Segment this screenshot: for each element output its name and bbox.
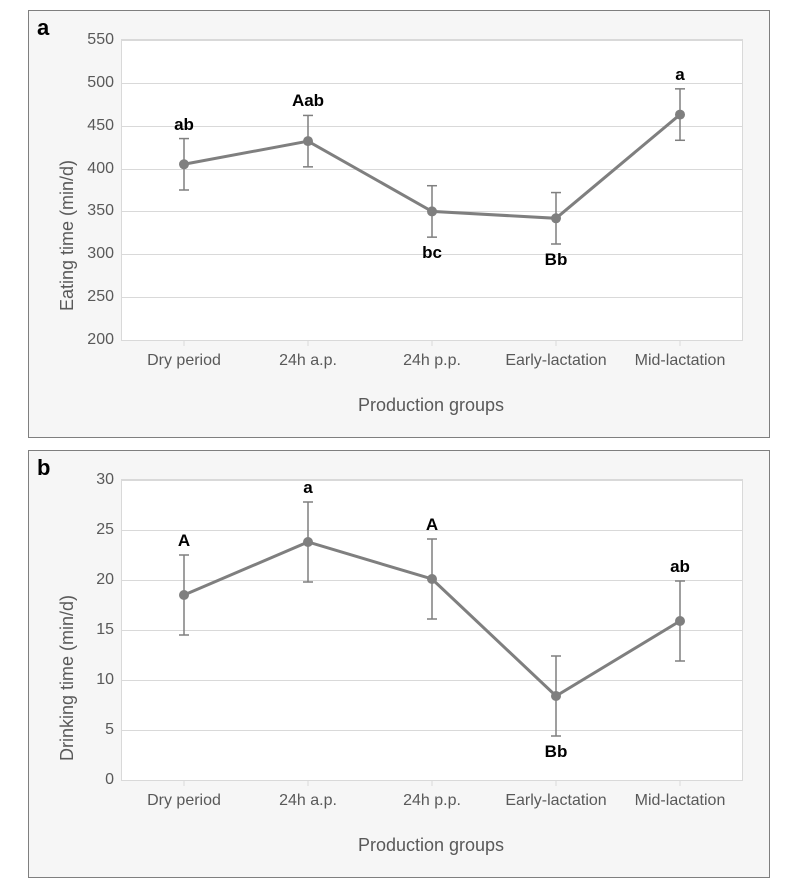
xtick-label: Dry period <box>147 352 221 370</box>
xtick-mark <box>556 780 557 786</box>
data-marker <box>179 159 189 169</box>
xtick-label: Early-lactation <box>505 352 606 370</box>
point-label: Bb <box>545 742 568 762</box>
point-label: a <box>303 478 312 498</box>
ytick-label: 5 <box>78 721 114 739</box>
point-label: ab <box>174 115 194 135</box>
xtick-label: 24h a.p. <box>279 792 337 810</box>
xtick-mark <box>308 340 309 346</box>
panel-a-label: a <box>37 15 49 41</box>
ytick-label: 20 <box>78 571 114 589</box>
point-label: A <box>178 531 190 551</box>
panel-b-xlabel: Production groups <box>121 835 741 856</box>
xtick-label: Mid-lactation <box>635 792 726 810</box>
xtick-mark <box>432 340 433 346</box>
xtick-mark <box>556 340 557 346</box>
point-label: a <box>675 65 684 85</box>
panel-b: b Drinking time (min/d) 051015202530Dry … <box>28 450 770 878</box>
ytick-label: 400 <box>78 160 114 178</box>
ytick-label: 30 <box>78 471 114 489</box>
xtick-label: Early-lactation <box>505 792 606 810</box>
xtick-label: 24h a.p. <box>279 352 337 370</box>
data-marker <box>551 213 561 223</box>
xtick-label: 24h p.p. <box>403 792 461 810</box>
ytick-label: 10 <box>78 671 114 689</box>
ytick-label: 250 <box>78 288 114 306</box>
panel-b-label: b <box>37 455 50 481</box>
ytick-label: 350 <box>78 202 114 220</box>
point-label: ab <box>670 557 690 577</box>
xtick-mark <box>680 340 681 346</box>
ytick-label: 15 <box>78 621 114 639</box>
data-marker <box>427 206 437 216</box>
xtick-mark <box>184 340 185 346</box>
point-label: bc <box>422 243 442 263</box>
ytick-label: 500 <box>78 74 114 92</box>
point-label: Bb <box>545 250 568 270</box>
data-marker <box>303 136 313 146</box>
xtick-label: 24h p.p. <box>403 352 461 370</box>
xtick-mark <box>680 780 681 786</box>
xtick-mark <box>432 780 433 786</box>
data-marker <box>675 616 685 626</box>
ytick-label: 300 <box>78 245 114 263</box>
panel-b-ylabel: Drinking time (min/d) <box>57 595 78 761</box>
xtick-mark <box>308 780 309 786</box>
ytick-label: 450 <box>78 117 114 135</box>
panel-a-ylabel: Eating time (min/d) <box>57 160 78 311</box>
data-marker <box>303 537 313 547</box>
panel-b-plot: 051015202530Dry period24h a.p.24h p.p.Ea… <box>121 479 743 781</box>
xtick-mark <box>184 780 185 786</box>
ytick-label: 200 <box>78 331 114 349</box>
data-marker <box>551 691 561 701</box>
panel-a: a Eating time (min/d) 200250300350400450… <box>28 10 770 438</box>
ytick-label: 25 <box>78 521 114 539</box>
xtick-label: Dry period <box>147 792 221 810</box>
ytick-label: 0 <box>78 771 114 789</box>
series-svg <box>122 40 742 340</box>
data-marker <box>675 110 685 120</box>
point-label: Aab <box>292 91 324 111</box>
figure: a Eating time (min/d) 200250300350400450… <box>0 0 798 886</box>
xtick-label: Mid-lactation <box>635 352 726 370</box>
point-label: A <box>426 515 438 535</box>
ytick-label: 550 <box>78 31 114 49</box>
panel-a-plot: 200250300350400450500550Dry period24h a.… <box>121 39 743 341</box>
data-marker <box>179 590 189 600</box>
data-marker <box>427 574 437 584</box>
panel-a-xlabel: Production groups <box>121 395 741 416</box>
